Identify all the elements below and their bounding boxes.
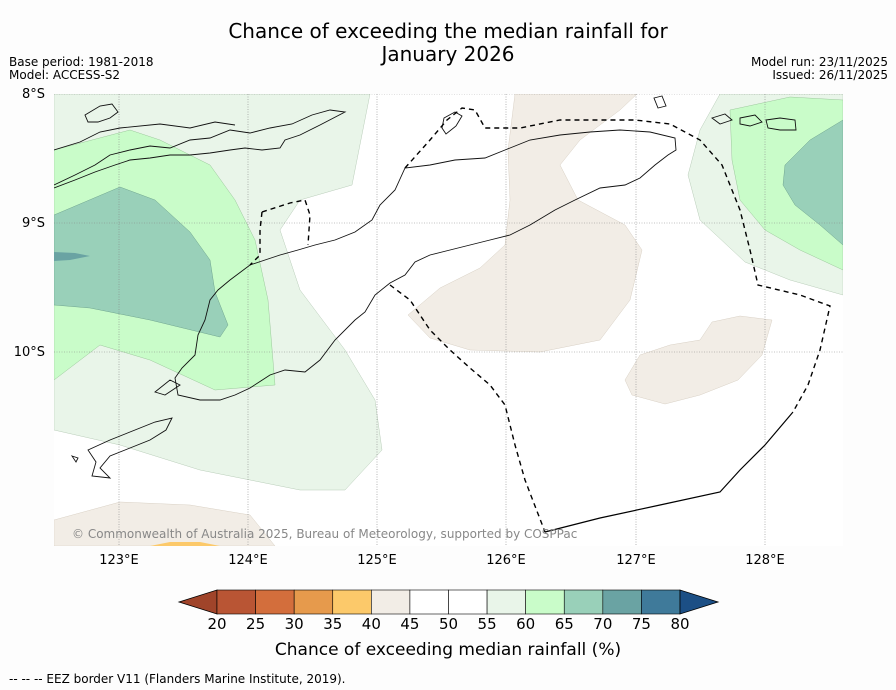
coast-islet-1	[84, 103, 119, 123]
colorbar-tick-label: 75	[631, 615, 651, 633]
colorbar-segment	[409, 589, 449, 615]
region-40-45-south	[54, 501, 276, 546]
eez-legend: -- -- -- EEZ border V11 (Flanders Marine…	[9, 672, 346, 686]
colorbar-segment	[602, 589, 642, 615]
lon-label-124e: 124°E	[228, 553, 268, 568]
lon-label-123e: 123°E	[99, 553, 139, 568]
colorbar-segment	[293, 589, 334, 615]
map-title: Chance of exceeding the median rainfall …	[0, 20, 896, 66]
coast-islet-4	[653, 95, 667, 109]
colorbar-tick-label: 60	[516, 615, 536, 633]
region-70-75-west	[54, 252, 90, 261]
colorbar-extend-low	[177, 589, 218, 615]
lat-label-10s: 10°S	[13, 345, 45, 360]
colorbar-tick-label: 25	[246, 615, 266, 633]
colorbar-tick-label: 40	[361, 615, 381, 633]
colorbar-segment	[563, 589, 604, 615]
colorbar-tick-label: 30	[284, 615, 304, 633]
title-line-1: Chance of exceeding the median rainfall …	[228, 19, 668, 43]
colorbar-segment	[332, 589, 372, 615]
colorbar-segment	[371, 589, 411, 615]
colorbar-segment	[641, 589, 681, 615]
region-65-70-east	[782, 119, 843, 246]
coast-timor	[174, 129, 677, 401]
eez-border	[249, 107, 831, 533]
meta-right: Model run: 23/11/2025 Issued: 26/11/2025	[751, 56, 888, 82]
coast-flores-north	[54, 121, 236, 151]
colorbar-tick-label: 50	[438, 615, 459, 633]
base-period: Base period: 1981-2018	[9, 55, 154, 69]
colorbar-tick-label: 65	[554, 615, 574, 633]
coast-islet-6	[441, 111, 463, 135]
coast-savu	[70, 455, 79, 463]
colorbar-segment	[525, 589, 565, 615]
colorbar-segment	[448, 589, 488, 615]
model-name: Model: ACCESS-S2	[9, 68, 121, 82]
copyright-notice: © Commonwealth of Australia 2025, Bureau…	[72, 527, 578, 541]
lat-label-9s: 9°S	[21, 216, 45, 231]
coast-semau	[154, 379, 181, 396]
colorbar-segment	[255, 589, 295, 615]
model-run: Model run: 23/11/2025	[750, 55, 888, 69]
colorbar-tick-label: 20	[207, 615, 227, 633]
colorbar-segment	[486, 589, 526, 615]
colorbar-extend-high	[679, 589, 720, 615]
coast-roti	[87, 417, 173, 479]
colorbar-tick-label: 55	[477, 615, 497, 633]
region-65-70-west	[54, 186, 229, 338]
title-line-2: January 2026	[381, 42, 515, 66]
coast-islet-5	[711, 113, 733, 125]
meta-left: Base period: 1981-2018 Model: ACCESS-S2	[9, 56, 154, 82]
colorbar-tick-label: 45	[400, 615, 420, 633]
lon-label-126e: 126°E	[486, 553, 526, 568]
lat-label-8s: 8°S	[21, 87, 45, 102]
lon-label-125e: 125°E	[357, 553, 397, 568]
lon-label-127e: 127°E	[616, 553, 656, 568]
region-40-45-east	[624, 315, 773, 405]
region-35-40-south	[150, 542, 220, 546]
coast-flores-island	[54, 109, 347, 189]
coast-islet-3	[765, 117, 797, 131]
colorbar-label: Chance of exceeding median rainfall (%)	[274, 640, 622, 660]
colorbar-segment	[216, 589, 256, 615]
issued-date: Issued: 26/11/2025	[772, 68, 888, 82]
colorbar-tick-label: 80	[670, 615, 690, 633]
colorbar-tick-label: 35	[323, 615, 343, 633]
gridlines	[54, 94, 843, 546]
colorbar-tick-label: 70	[593, 615, 613, 633]
eez-border-solid	[544, 411, 794, 533]
coast-islet-2	[739, 114, 763, 127]
coastlines	[54, 95, 797, 479]
lon-label-128e: 128°E	[745, 553, 785, 568]
